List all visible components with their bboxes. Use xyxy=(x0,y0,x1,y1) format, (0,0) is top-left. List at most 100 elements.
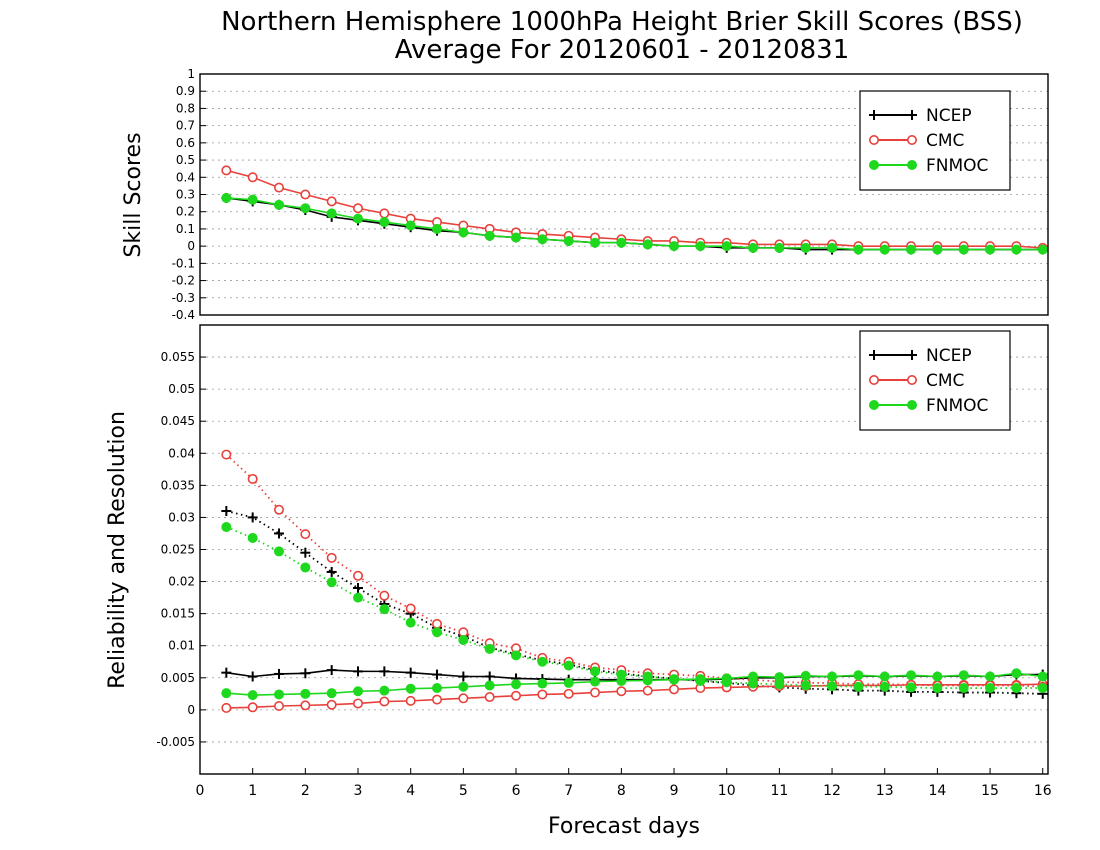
x-tick-label: 15 xyxy=(981,783,999,799)
legend-label-cmc: CMC xyxy=(926,131,964,151)
y-tick-label: -0.4 xyxy=(172,308,195,322)
data-point-ncep xyxy=(300,547,311,558)
x-tick-label: 3 xyxy=(354,783,363,799)
series-cmc-dotted xyxy=(221,449,1048,692)
data-point-fnmoc xyxy=(1037,244,1048,255)
data-point-cmc xyxy=(616,686,627,697)
data-point-fnmoc xyxy=(300,562,311,573)
y-tick-label: 0.1 xyxy=(176,222,195,236)
data-point-cmc xyxy=(642,685,653,696)
data-point-cmc xyxy=(458,693,469,704)
data-point-ncep xyxy=(274,528,285,539)
data-point-cmc xyxy=(432,694,443,705)
data-point-fnmoc xyxy=(353,213,364,224)
data-point-fnmoc xyxy=(379,217,390,228)
y-tick-label: 0.025 xyxy=(161,543,195,557)
data-point-fnmoc xyxy=(879,244,890,255)
y-tick-label: 0.035 xyxy=(161,478,195,492)
y-tick-label: 0.005 xyxy=(161,671,195,685)
legend: NCEP CMC FNMOC xyxy=(859,90,1011,191)
data-point-fnmoc xyxy=(537,234,548,245)
legend-marker-cmc xyxy=(906,374,917,385)
data-point-fnmoc xyxy=(906,682,917,693)
data-point-cmc xyxy=(274,182,285,193)
x-axis-label: Forecast days xyxy=(548,814,700,839)
legend-label-cmc: CMC xyxy=(926,371,964,391)
series-line-cmc xyxy=(225,453,1043,688)
y-tick-label: 0.6 xyxy=(176,136,195,150)
data-point-fnmoc xyxy=(511,232,522,243)
y-tick-label: 0 xyxy=(187,703,195,717)
x-tick-label: 0 xyxy=(196,783,205,799)
data-point-fnmoc xyxy=(642,239,653,250)
y-tick-label: 0.045 xyxy=(161,414,195,428)
legend-marker-ncep xyxy=(907,350,917,360)
y-tick-label: 0.7 xyxy=(176,119,195,133)
x-tick-label: 9 xyxy=(670,783,679,799)
data-point-cmc xyxy=(300,529,311,540)
legend-marker-cmc xyxy=(868,135,879,146)
data-point-fnmoc xyxy=(405,617,416,628)
data-point-cmc xyxy=(326,699,337,710)
data-point-fnmoc xyxy=(221,192,232,203)
data-point-fnmoc xyxy=(274,689,285,700)
y-tick-label: -0.2 xyxy=(172,274,195,288)
data-point-fnmoc xyxy=(247,690,258,701)
data-point-cmc xyxy=(484,692,495,703)
legend-marker-fnmoc xyxy=(907,160,917,170)
legend: NCEP CMC FNMOC xyxy=(859,330,1011,431)
legend-marker-fnmoc xyxy=(869,160,879,170)
series-ncep-dotted xyxy=(221,506,1048,699)
data-point-cmc xyxy=(511,690,522,701)
data-point-fnmoc xyxy=(484,230,495,241)
data-point-fnmoc xyxy=(563,660,574,671)
data-point-fnmoc xyxy=(958,244,969,255)
series-fnmoc-solid xyxy=(221,192,1048,255)
data-point-fnmoc xyxy=(800,680,811,691)
x-tick-label: 8 xyxy=(617,783,626,799)
data-point-cmc xyxy=(326,196,337,207)
legend-label-ncep: NCEP xyxy=(926,106,972,126)
data-point-fnmoc xyxy=(669,674,680,685)
data-point-fnmoc xyxy=(800,670,811,681)
data-point-fnmoc xyxy=(1011,668,1022,679)
data-point-fnmoc xyxy=(932,244,943,255)
data-point-fnmoc xyxy=(458,681,469,692)
data-point-fnmoc xyxy=(563,235,574,246)
data-point-fnmoc xyxy=(695,675,706,686)
data-point-fnmoc xyxy=(274,199,285,210)
data-point-fnmoc xyxy=(985,683,996,694)
data-point-cmc xyxy=(353,698,364,709)
x-tick-label: 16 xyxy=(1034,783,1052,799)
legend-label-fnmoc: FNMOC xyxy=(926,156,988,176)
data-point-fnmoc xyxy=(616,669,627,680)
data-point-fnmoc xyxy=(353,592,364,603)
data-point-fnmoc xyxy=(590,237,601,248)
data-point-fnmoc xyxy=(985,671,996,682)
bottom-y-axis-label: Reliability and Resolution xyxy=(105,411,130,689)
y-tick-label: 0.4 xyxy=(176,170,195,184)
x-tick-label: 13 xyxy=(876,783,894,799)
y-tick-label: 0.04 xyxy=(168,446,195,460)
data-point-ncep xyxy=(247,512,258,523)
data-point-cmc xyxy=(669,684,680,695)
data-point-ncep xyxy=(484,671,495,682)
data-point-ncep xyxy=(326,665,337,676)
x-tick-label: 5 xyxy=(459,783,468,799)
x-tick-label: 12 xyxy=(823,783,841,799)
data-point-fnmoc xyxy=(985,244,996,255)
data-point-fnmoc xyxy=(695,241,706,252)
data-point-fnmoc xyxy=(774,242,785,253)
data-point-fnmoc xyxy=(379,604,390,615)
data-point-fnmoc xyxy=(405,683,416,694)
data-point-ncep xyxy=(353,582,364,593)
data-point-fnmoc xyxy=(247,532,258,543)
data-point-cmc xyxy=(274,701,285,712)
data-point-cmc xyxy=(563,688,574,699)
data-point-fnmoc xyxy=(537,678,548,689)
series-line-fnmoc xyxy=(225,526,1043,689)
data-point-cmc xyxy=(247,172,258,183)
top-y-axis-label: Skill Scores xyxy=(121,132,146,257)
data-point-fnmoc xyxy=(906,244,917,255)
plot-frame xyxy=(199,73,1049,316)
